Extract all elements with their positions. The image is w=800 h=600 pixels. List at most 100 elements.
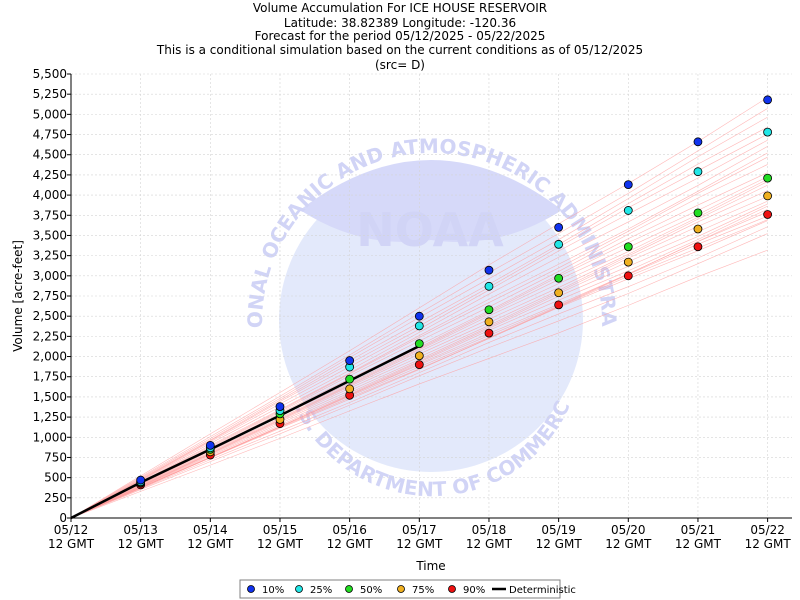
point-50pct: [345, 374, 355, 384]
legend-label: 75%: [412, 585, 434, 596]
point-90pct: [763, 210, 773, 219]
y-tick-label: 5,000: [33, 107, 67, 121]
point-75pct: [414, 351, 424, 361]
y-tick-label: 500: [44, 471, 67, 485]
point-50pct: [554, 273, 564, 283]
chart-title: Volume Accumulation For ICE HOUSE RESERV…: [156, 1, 643, 72]
legend-swatch: [448, 585, 456, 593]
point-50pct: [414, 339, 424, 349]
point-75pct: [554, 288, 564, 298]
point-10pct: [345, 356, 355, 365]
point-25pct: [484, 281, 494, 291]
point-25pct: [414, 321, 424, 331]
y-tick-label: 5,250: [33, 87, 67, 101]
x-tick-sublabel: 12 GMT: [327, 537, 374, 551]
point-10pct: [414, 311, 424, 321]
y-tick-label: 2,000: [33, 350, 67, 364]
title-line-3: Forecast for the period 05/12/2025 - 05/…: [255, 29, 546, 43]
ensemble-trace: [70, 97, 768, 519]
y-tick-label: 4,500: [33, 148, 67, 162]
point-10pct: [136, 475, 146, 485]
title-line-5: (src= D): [375, 58, 425, 72]
point-75pct: [693, 224, 703, 234]
point-25pct: [623, 206, 633, 215]
point-90pct: [623, 271, 633, 281]
noaa-logo-text: NOAA: [356, 203, 504, 257]
point-90pct: [693, 242, 703, 252]
point-10pct: [693, 137, 703, 147]
noaa-logo-circle: [279, 168, 583, 472]
axes: 0 250 500 750 1,000 1,250 1,500 1,750 2,000 2,250…: [33, 67, 792, 551]
point-50pct: [693, 208, 703, 218]
y-tick-label: 3,500: [33, 228, 67, 242]
legend-label: Deterministic: [509, 585, 576, 596]
ensemble-trace: [70, 156, 768, 519]
legend-label: 25%: [310, 585, 332, 596]
y-tick-label: 4,000: [33, 188, 67, 202]
point-90pct: [484, 328, 494, 338]
x-tick-label: 05/13: [123, 523, 158, 537]
y-tick-label: 0: [59, 511, 67, 525]
x-tick-sublabel: 12 GMT: [745, 537, 792, 551]
y-tick-label: 250: [44, 491, 67, 505]
ensemble-traces: [70, 97, 768, 519]
y-tick-label: 750: [44, 450, 67, 464]
y-tick-label: 3,750: [33, 208, 67, 222]
ensemble-trace: [70, 152, 768, 519]
point-50pct: [763, 173, 773, 183]
y-tick-label: 2,750: [33, 289, 67, 303]
noaa-logo-bird: [300, 160, 562, 242]
point-75pct: [484, 317, 494, 327]
x-tick-sublabel: 12 GMT: [605, 537, 652, 551]
x-tick-label: 05/19: [541, 523, 576, 537]
ensemble-trace: [70, 233, 768, 519]
point-10pct: [205, 440, 215, 450]
point-10pct: [554, 222, 564, 232]
x-tick-label: 05/21: [681, 523, 716, 537]
x-tick-label: 05/18: [472, 523, 507, 537]
point-25pct: [763, 127, 773, 137]
y-tick-label: 5,500: [33, 67, 67, 81]
legend: 10% 25% 50% 75% 90% Deterministic: [239, 579, 576, 599]
x-tick-sublabel: 12 GMT: [675, 537, 722, 551]
legend-label: 50%: [360, 585, 382, 596]
legend-swatch: [345, 585, 353, 593]
y-tick-label: 2,500: [33, 309, 67, 323]
title-line-4: This is a conditional simulation based o…: [156, 43, 643, 57]
point-90pct: [414, 360, 424, 370]
x-tick-label: 05/20: [611, 523, 646, 537]
point-75pct: [345, 384, 355, 394]
ensemble-trace: [70, 226, 768, 519]
y-tick-label: 1,500: [33, 390, 67, 404]
series-layer: [70, 95, 773, 520]
x-tick-sublabel: 12 GMT: [536, 537, 583, 551]
legend-swatch: [295, 585, 303, 593]
point-75pct: [623, 257, 633, 267]
x-tick-label: 05/16: [332, 523, 367, 537]
point-75pct: [763, 191, 773, 201]
x-tick-label: 05/22: [750, 523, 785, 537]
y-tick-label: 1,750: [33, 370, 67, 384]
y-tick-label: 1,000: [33, 430, 67, 444]
y-tick-label: 3,250: [33, 249, 67, 263]
title-line-1: Volume Accumulation For ICE HOUSE RESERV…: [253, 1, 547, 15]
x-tick-label: 05/12: [54, 523, 89, 537]
point-50pct: [623, 242, 633, 252]
y-tick-label: 4,250: [33, 168, 67, 182]
y-tick-label: 4,750: [33, 128, 67, 142]
point-25pct: [554, 239, 564, 249]
x-tick-sublabel: 12 GMT: [396, 537, 443, 551]
x-tick-sublabel: 12 GMT: [466, 537, 513, 551]
x-tick-sublabel: 12 GMT: [257, 537, 304, 551]
legend-swatch: [397, 585, 405, 593]
x-tick-sublabel: 12 GMT: [118, 537, 165, 551]
x-tick-label: 05/15: [263, 523, 298, 537]
point-25pct: [693, 167, 703, 177]
x-tick-label: 05/14: [193, 523, 228, 537]
point-10pct: [275, 402, 285, 411]
legend-label: 10%: [262, 585, 284, 596]
legend-swatch: [247, 585, 255, 593]
y-axis-label: Volume [acre-feet]: [11, 240, 25, 352]
x-axis-label: Time: [415, 559, 445, 573]
